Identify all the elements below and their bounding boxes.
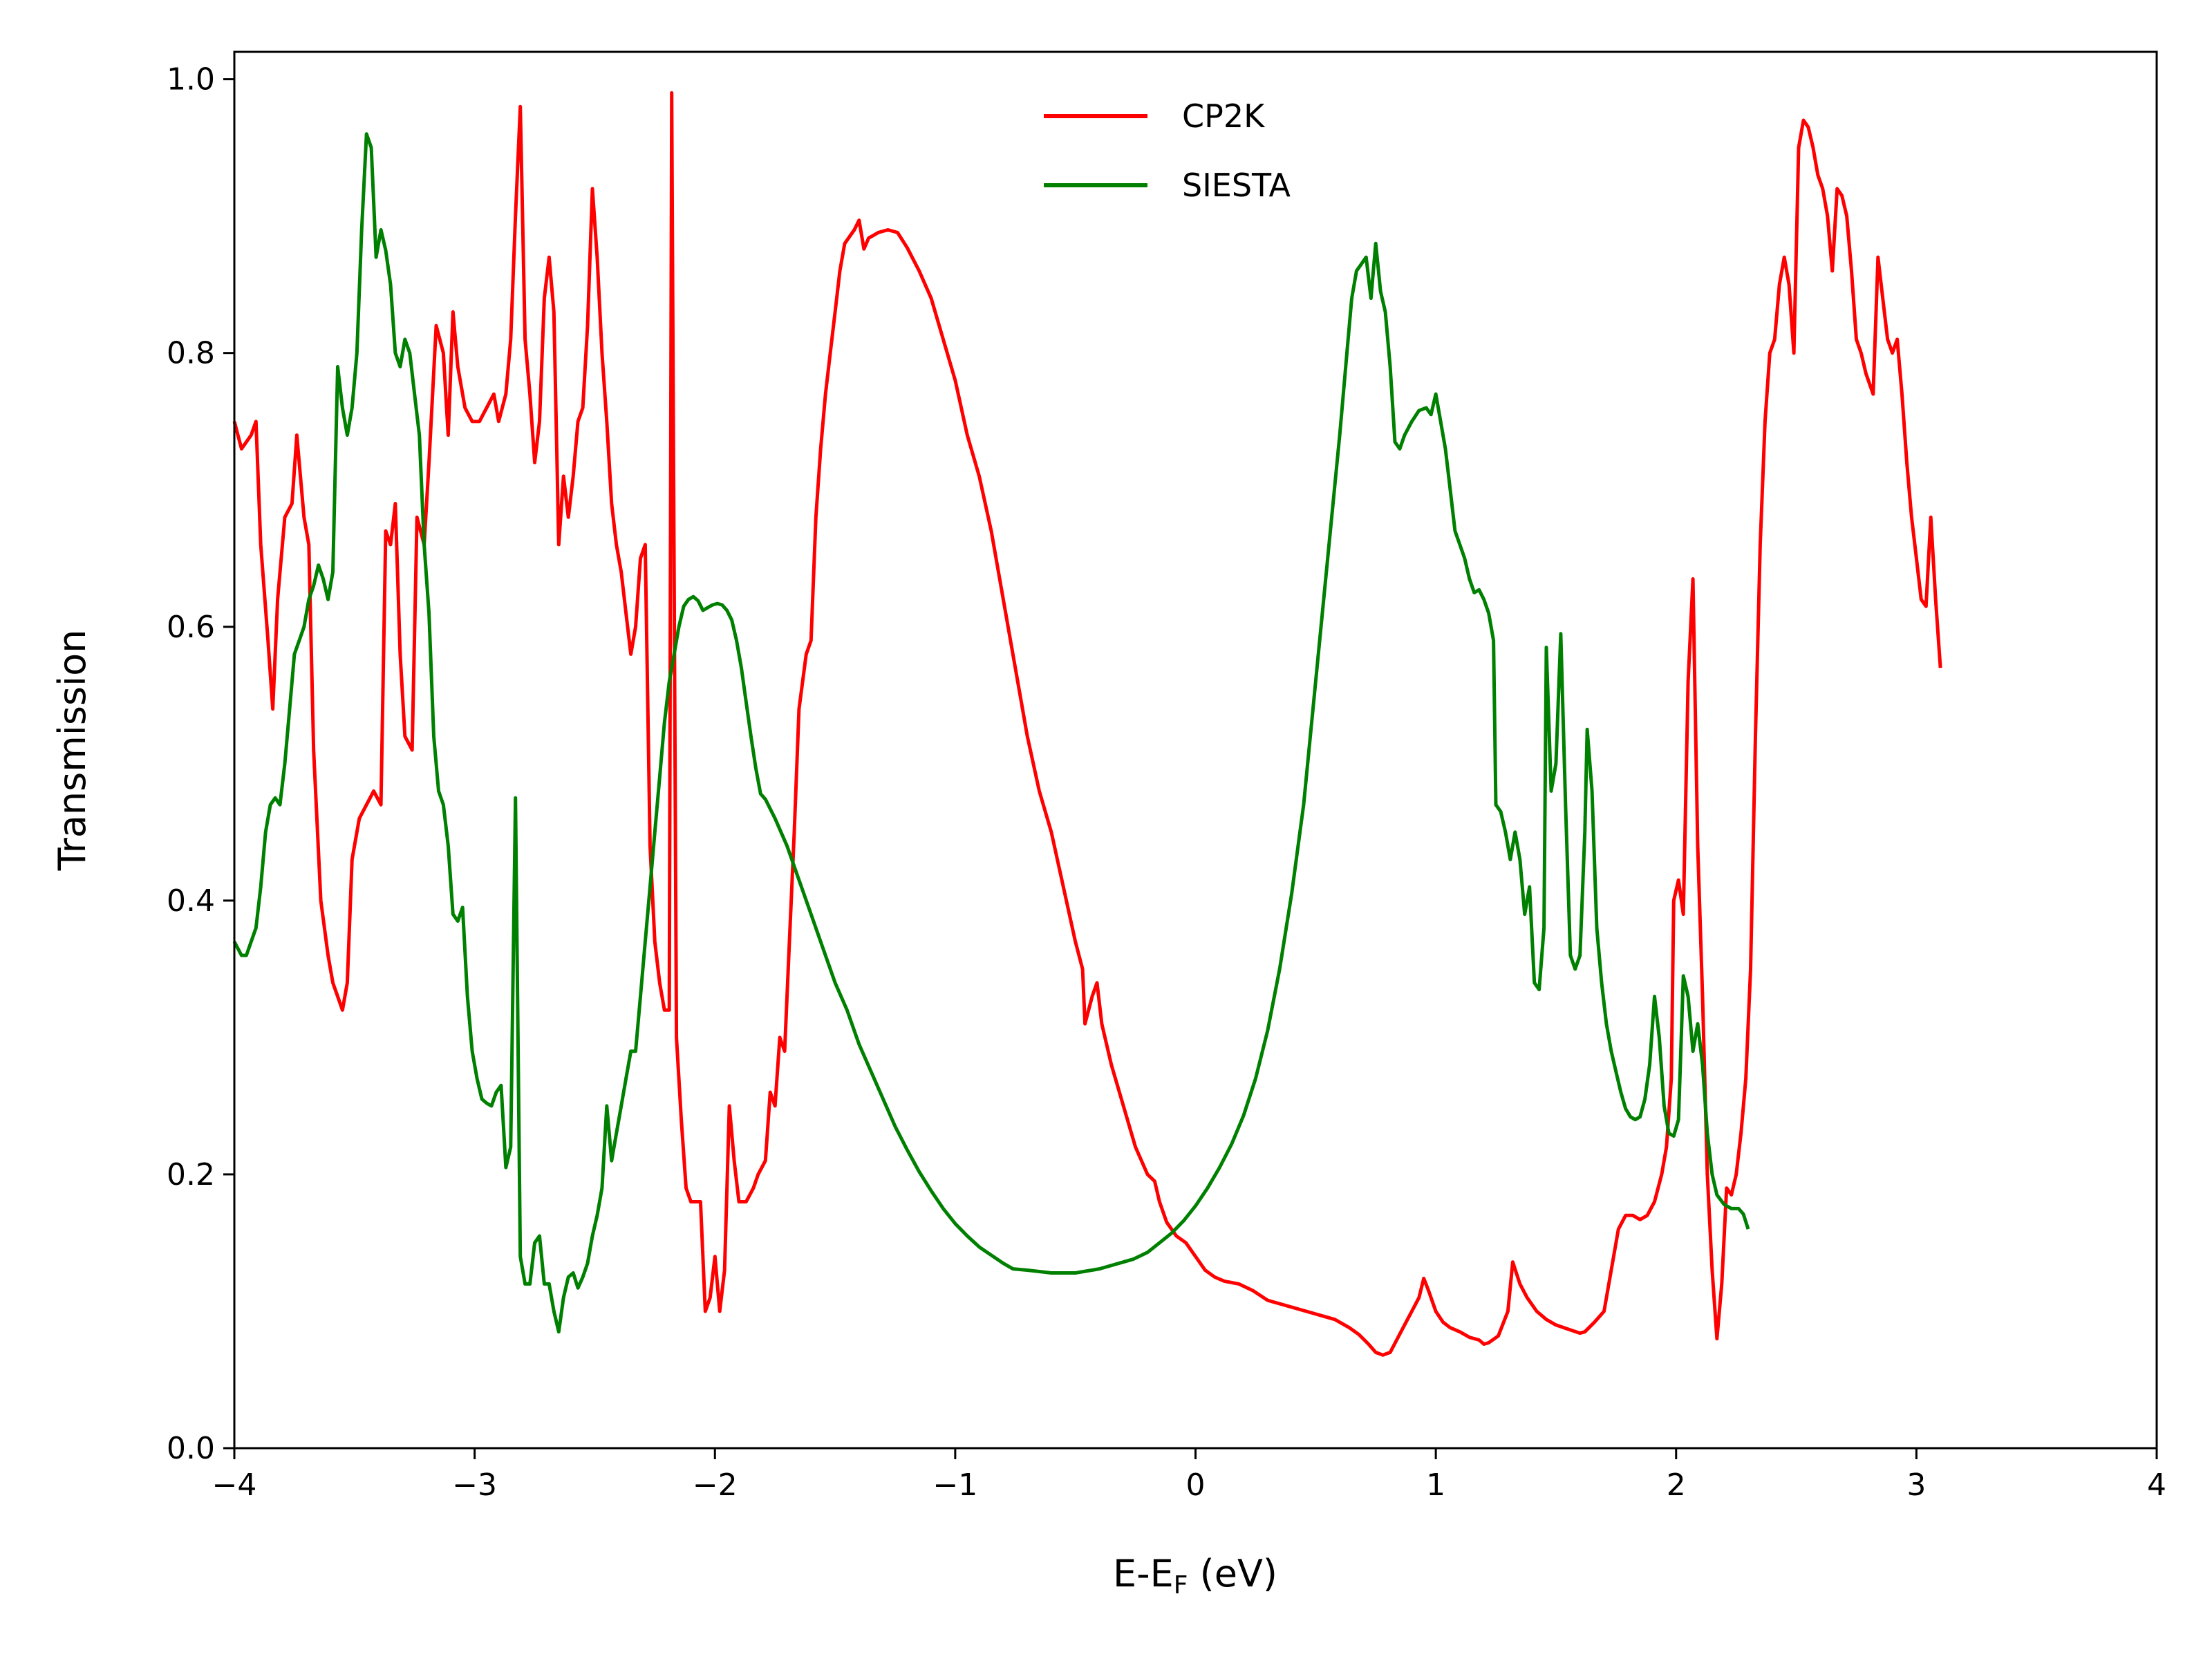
x-tick-label: −2 — [693, 1468, 738, 1503]
y-axis-label: Transmission — [50, 630, 94, 872]
x-tick-label: 4 — [2147, 1468, 2166, 1503]
x-tick-label: −4 — [212, 1468, 257, 1503]
y-axis-ticks: 0.0 0.2 0.4 0.6 0.8 1.0 — [167, 62, 234, 1466]
legend-label-siesta: SIESTA — [1182, 167, 1291, 204]
y-tick-label: 1.0 — [167, 62, 215, 97]
y-tick-label: 0.8 — [167, 336, 215, 371]
y-tick-label: 0.0 — [167, 1431, 215, 1466]
x-axis-label-subscript: F — [1174, 1571, 1188, 1600]
x-tick-label: 0 — [1186, 1468, 1206, 1503]
y-tick-label: 0.4 — [167, 883, 215, 919]
x-axis-ticks: −4 −3 −2 −1 0 1 2 3 4 — [212, 1448, 2166, 1503]
x-tick-label: 2 — [1667, 1468, 1686, 1503]
x-tick-label: −3 — [452, 1468, 497, 1503]
x-axis-label-unit: (eV) — [1188, 1552, 1277, 1595]
x-tick-label: 1 — [1426, 1468, 1445, 1503]
legend-label-cp2k: CP2K — [1182, 97, 1266, 135]
legend: CP2K SIESTA — [1044, 97, 1291, 204]
series-line-cp2k — [232, 91, 1942, 1357]
series-line-siesta — [232, 132, 1750, 1334]
x-tick-label: 3 — [1906, 1468, 1926, 1503]
y-tick-label: 0.2 — [167, 1157, 215, 1192]
y-tick-label: 0.6 — [167, 610, 215, 645]
x-tick-label: −1 — [932, 1468, 977, 1503]
series-layer — [232, 91, 1942, 1357]
x-axis-label: E-EF (eV) — [1113, 1552, 1277, 1600]
x-axis-label-main: E-E — [1113, 1552, 1174, 1595]
